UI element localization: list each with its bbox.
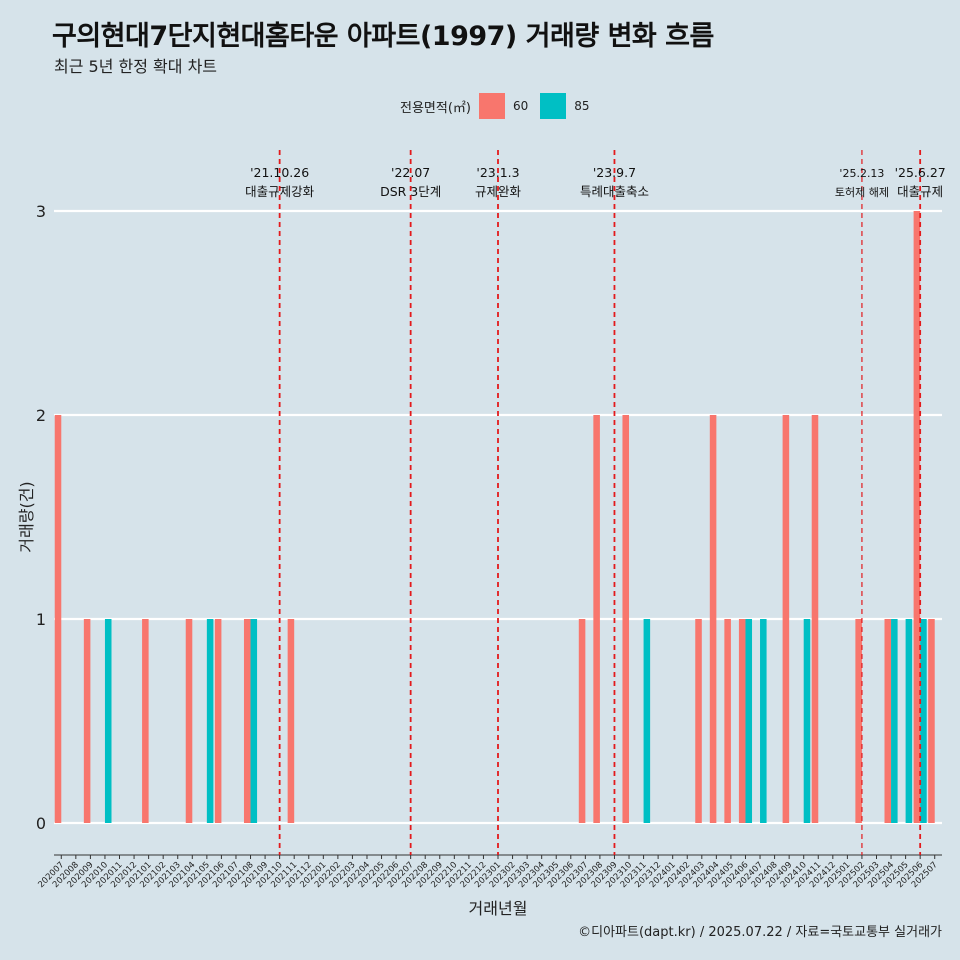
bar-60-202101 [142,619,149,823]
bar-60-202504 [884,619,892,823]
event-date-202110: '21.10.26 [250,165,309,180]
bar-60-202409 [782,415,790,823]
y-tick-label: 2 [36,406,46,425]
bar-85-202311 [643,619,651,823]
legend-label-85: 85 [574,99,590,113]
event-date-202506: '25.6.27 [895,165,946,180]
event-label-202309: 특례대출축소 [580,184,649,199]
bar-60-202411 [811,415,819,823]
y-axis-title: 거래량(건) [17,481,36,552]
bar-60-202104 [185,619,193,823]
bar-85-202108 [250,619,258,823]
bar-85-202407 [760,619,767,823]
bar-60-202111 [287,619,295,823]
event-label-202207: DSR 3단계 [380,184,441,199]
event-label-202506: 대출규제 [897,184,943,199]
bar-60-202106 [214,619,222,823]
chart-title: 구의현대7단지현대홈타운 아파트(1997) 거래량 변화 흐름 [52,21,714,52]
bar-60-202404 [709,415,717,823]
event-date-202309: '23.9.7 [593,165,636,180]
bar-60-202502 [855,619,862,823]
y-tick-label: 0 [36,814,46,833]
legend-swatch-85 [540,93,567,119]
event-date-202207: '22.07 [391,165,430,180]
source-caption: ©디아파트(dapt.kr) / 2025.07.22 / 자료=국토교통부 실… [578,925,942,940]
event-date-202502: '25.2.13 [839,167,884,180]
bar-85-202010 [104,619,112,823]
bar-60-202108 [243,619,251,823]
bar-60-202308 [593,415,600,823]
x-axis-title: 거래년월 [469,899,528,918]
bar-85-202105 [206,619,214,823]
event-label-202301: 규제완화 [475,184,522,199]
legend-title: 전용면적(㎡) [400,100,471,116]
bar-60-202406 [738,619,746,823]
y-tick-label: 3 [36,202,46,221]
bar-60-202506 [913,211,921,823]
y-tick-label: 1 [36,610,46,629]
bar-60-202310 [622,415,630,823]
bar-85-202410 [803,619,811,823]
bar-60-202405 [724,619,731,823]
bar-60-202307 [578,619,586,823]
legend-label-60: 60 [512,99,529,113]
bar-85-202504 [891,619,898,823]
bar-60-202009 [83,619,91,823]
event-label-202110: 대출규제강화 [245,184,315,199]
bar-60-202507 [928,619,935,823]
event-label-202502: 토허제 해제 [835,185,889,199]
bar-85-202406 [745,619,753,823]
bar-60-202007 [54,415,62,823]
bar-85-202506 [920,619,927,823]
chart-subtitle: 최근 5년 한정 확대 차트 [54,57,218,76]
bar-85-202505 [905,619,913,823]
legend: 전용면적(㎡) 60 85 [400,93,602,119]
bar-60-202403 [695,619,702,823]
legend-swatch-60 [478,93,505,119]
event-date-202301: '23.1.3 [476,165,519,180]
